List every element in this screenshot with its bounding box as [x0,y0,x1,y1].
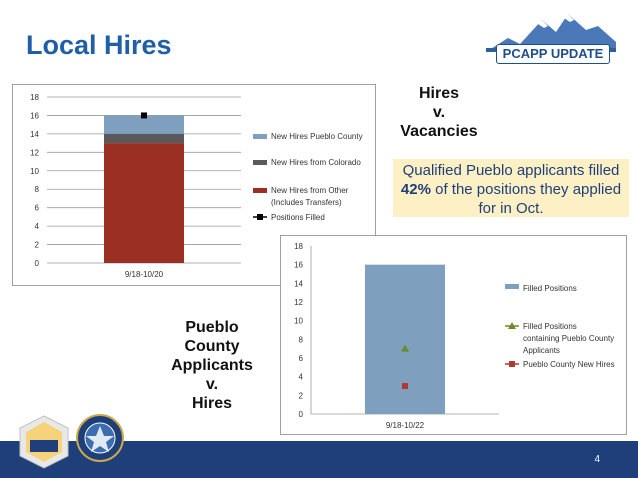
legend-label: Filled Positions [523,284,577,293]
bar-segment [104,143,184,263]
pueblo-heading-line-4: v. [205,376,219,393]
bar-segment [104,133,184,144]
pueblo-heading-line-1: Pueblo [185,319,239,336]
chart-hires-breakdown-svg: 0 2 4 6 8 10 12 14 16 18 9/18-10/20 New Hires Puebl… [30,93,363,279]
bar-filled-positions [365,264,445,414]
y-tick-label: 8 [299,335,304,344]
y-tick-label: 6 [299,354,304,363]
y-tick-label: 18 [30,93,39,102]
callout-percent: 42% [400,181,431,198]
pcapp-seal-logo [19,415,69,469]
hires-heading-line-2: v. [432,104,446,121]
legend-marker-square [509,361,515,367]
y-tick-label: 4 [35,222,40,231]
legend-label: Pueblo County New Hires [523,360,615,369]
y-tick-label: 12 [294,298,303,307]
legend-label: Filled Positions [523,322,577,331]
y-tick-label: 0 [299,410,304,419]
logo-label: PCAPP UPDATE [496,44,610,64]
legend-label: Applicants [523,346,560,355]
y-tick-label: 18 [294,242,303,251]
legend-label: New Hires from Other [271,186,349,195]
pueblo-new-hires-marker [402,383,408,389]
pueblo-heading-line-3: Applicants [171,357,253,374]
pueblo-applicants-marker [401,344,409,352]
chart-hires-breakdown: 0 2 4 6 8 10 12 14 16 18 9/18-10/20 New Hires Puebl… [12,84,376,286]
legend-marker-square [257,214,263,220]
y-tick-label: 0 [35,259,40,268]
slide-title: Local Hires [26,30,172,60]
legend-swatch [505,284,519,289]
y-tick-label: 10 [30,167,39,176]
callout-box: Qualified Pueblo applicants filled 42% o… [393,159,629,217]
y-tick-label: 16 [294,261,303,270]
chart-pueblo-applicants-svg: 0 2 4 6 8 10 12 14 16 18 9/18-10/22 Filled Position… [294,242,615,430]
bar-segment [104,115,184,134]
y-tick-label: 2 [35,241,40,250]
legend-marker-triangle [508,322,516,329]
legend-label: containing Pueblo County [523,334,614,343]
y-tick-label: 10 [294,317,303,326]
legend-label: New Hires from Colorado [271,158,361,167]
pueblo-heading-line-5: Hires [191,395,233,412]
legend-label: (Includes Transfers) [271,198,342,207]
y-tick-label: 14 [30,130,39,139]
x-tick-label: 9/18-10/20 [125,270,164,279]
y-tick-label: 16 [30,111,39,120]
hires-heading-line-1: Hires [418,85,460,102]
legend-swatch [253,188,267,193]
y-tick-label: 12 [30,148,39,157]
x-tick-label: 9/18-10/22 [386,421,425,430]
legend-swatch [253,160,267,165]
y-tick-label: 8 [35,185,40,194]
page-number: 4 [594,454,600,465]
legend-label: New Hires Pueblo County [271,132,363,141]
legend-label: Positions Filled [271,213,325,222]
y-tick-label: 6 [35,204,40,213]
y-tick-label: 4 [299,373,304,382]
callout-text-after: of the positions they applied for in Oct… [430,181,622,217]
chart-pueblo-applicants: 0 2 4 6 8 10 12 14 16 18 9/18-10/22 Filled Position… [280,235,627,435]
hires-vacancies-heading: Hires v. Vacancies [388,84,490,141]
hires-heading-line-3: Vacancies [400,123,478,140]
dod-seal-icon [76,414,124,462]
y-tick-label: 2 [299,391,304,400]
legend-swatch [253,134,267,139]
y-tick-label: 14 [294,279,303,288]
pueblo-applicants-heading: Pueblo County Applicants v. Hires [156,318,268,413]
positions-filled-marker [141,112,147,119]
pueblo-heading-line-2: County [184,338,240,355]
callout-text-before: Qualified Pueblo applicants filled [402,162,620,179]
